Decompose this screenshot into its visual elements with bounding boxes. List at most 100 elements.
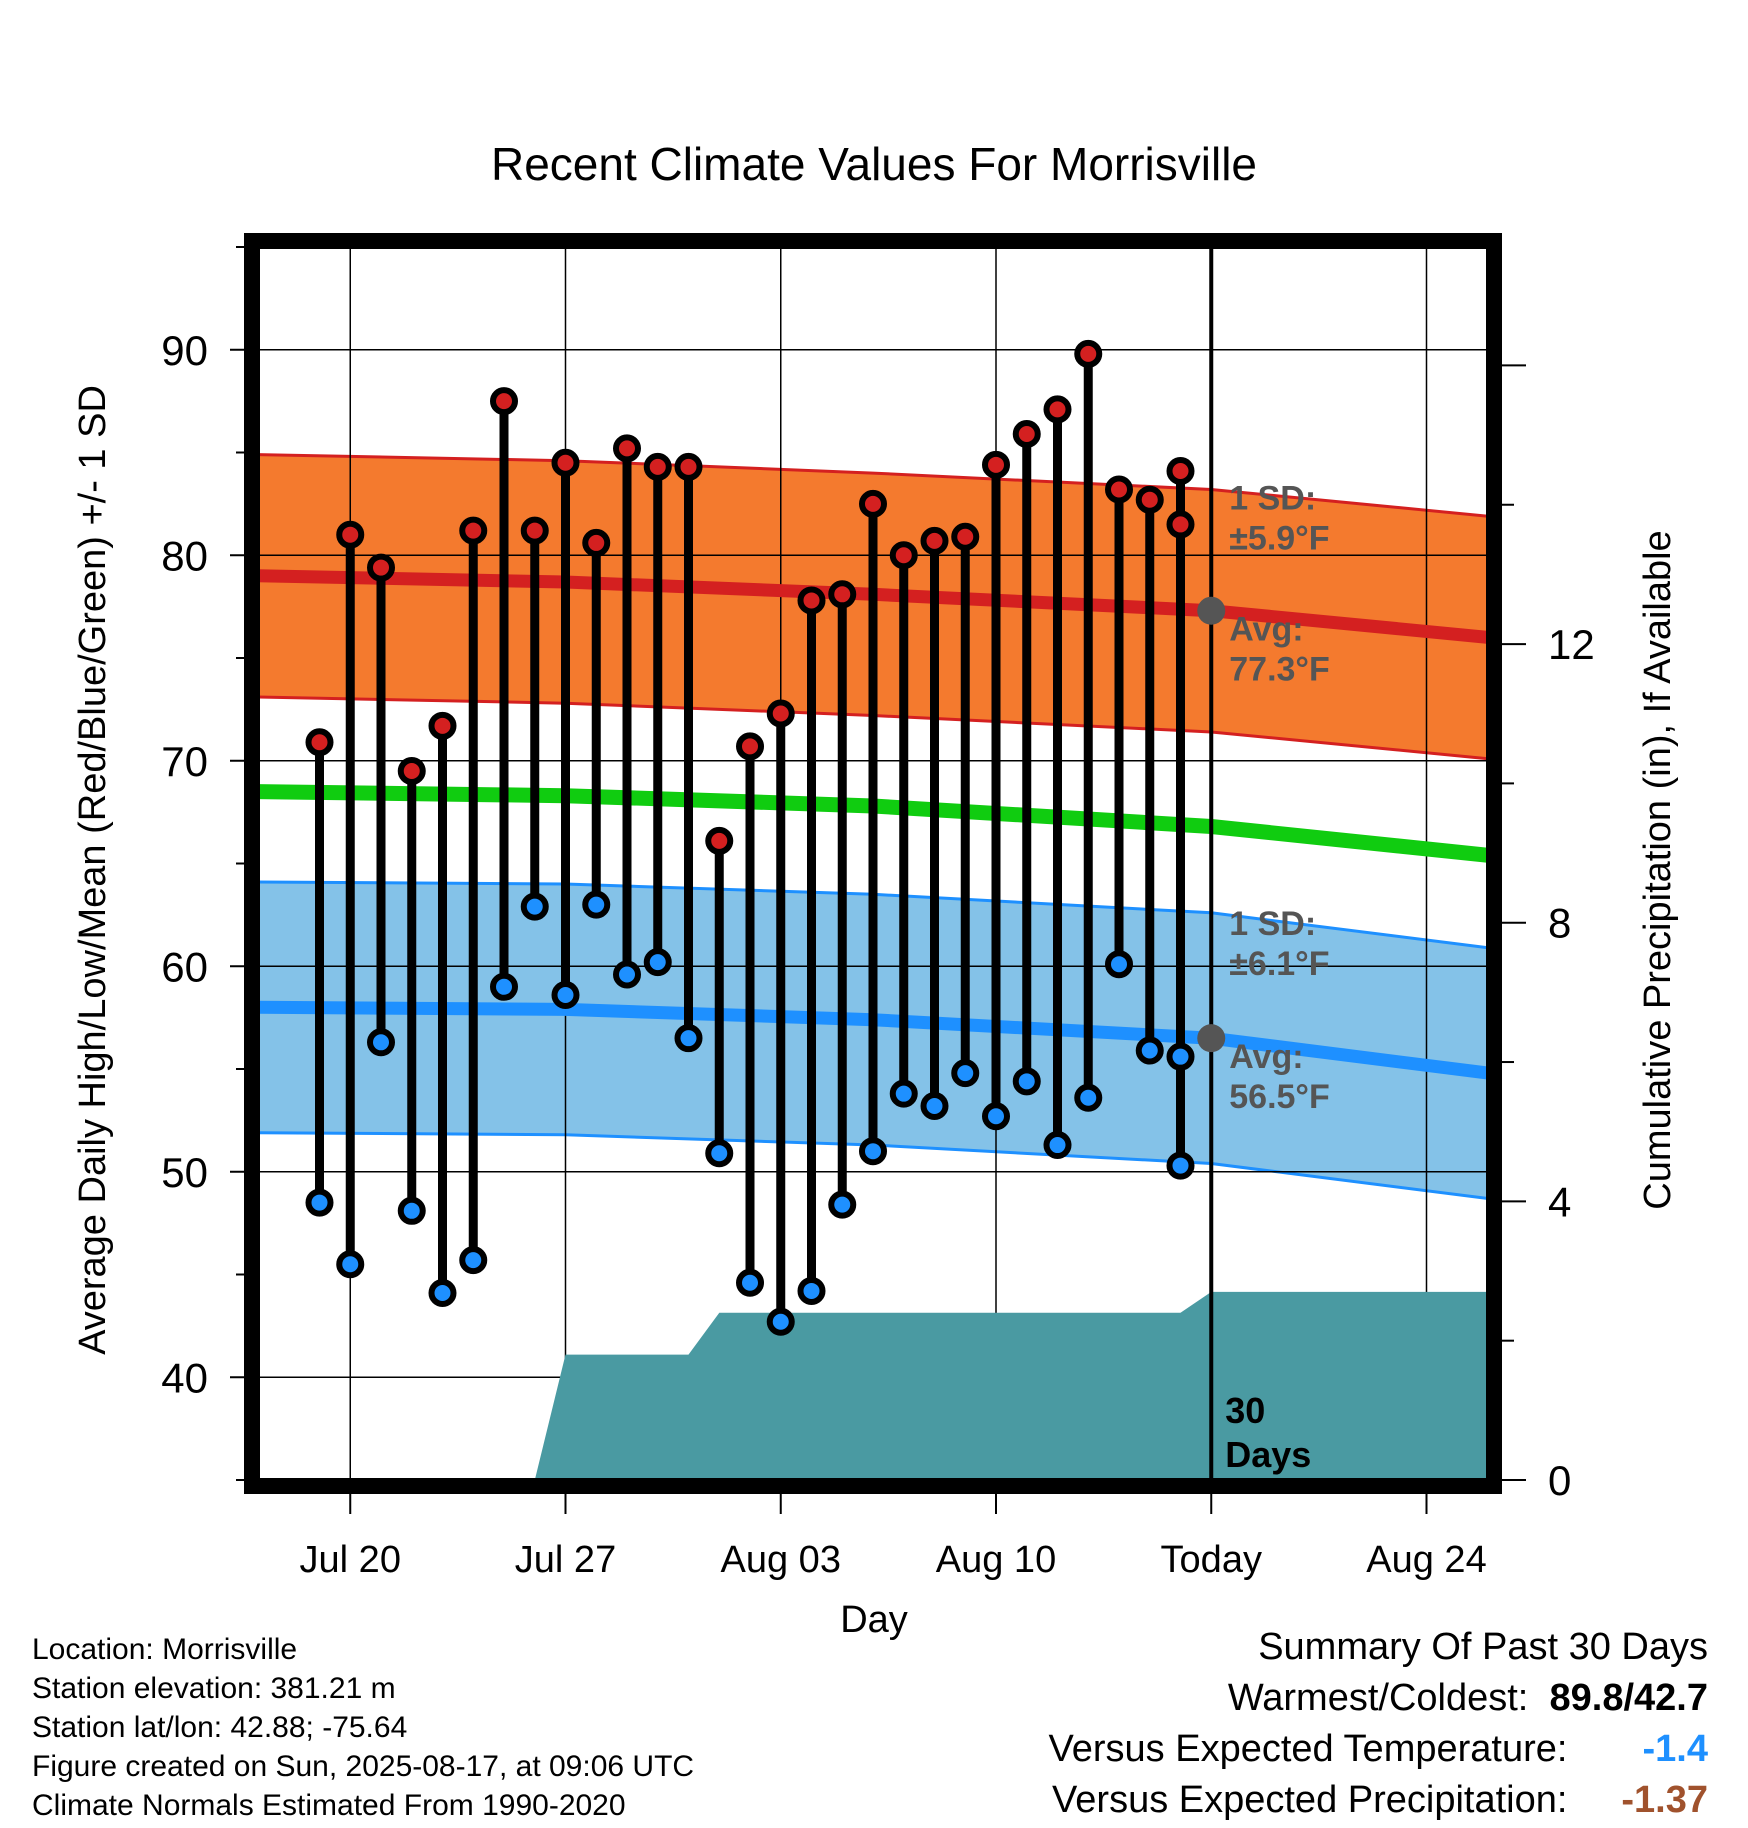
high-point xyxy=(613,434,641,463)
y-axis-left-label: Average Daily High/Low/Mean (Red/Blue/Gr… xyxy=(72,385,114,1355)
location-text: Location: Morrisville xyxy=(32,1633,298,1666)
high-point xyxy=(1074,339,1103,368)
high-point xyxy=(305,728,334,757)
y-axis-right-label: Cumulative Precipitation (in), If Availa… xyxy=(1637,530,1679,1209)
high-point xyxy=(397,757,426,786)
today-low-average-marker xyxy=(1197,1024,1226,1053)
low-point xyxy=(1166,1151,1195,1180)
high-point xyxy=(1043,395,1072,424)
summary-title: Summary Of Past 30 Days xyxy=(1258,1626,1708,1668)
high-point xyxy=(797,586,826,615)
precip-area xyxy=(534,1291,1488,1480)
precip-anomaly-label: Versus Expected Precipitation: xyxy=(1052,1779,1568,1821)
low-point xyxy=(643,948,672,977)
low-point xyxy=(551,981,580,1010)
low-point xyxy=(1166,1042,1195,1071)
high-point xyxy=(1166,456,1195,485)
low-point xyxy=(889,1079,918,1108)
x-axis-label: Day xyxy=(840,1599,908,1641)
high-point xyxy=(336,520,365,549)
y-tick-label-right: 12 xyxy=(1548,621,1595,668)
coldest-value: 42.7 xyxy=(1634,1677,1708,1719)
x-tick-label: Aug 10 xyxy=(936,1539,1056,1581)
temp-anomaly-value: -1.4 xyxy=(1642,1728,1708,1770)
y-tick-label-left: 90 xyxy=(161,327,208,374)
high-sd-annotation: 1 SD: xyxy=(1229,479,1316,517)
high-point xyxy=(859,489,887,518)
precip-anomaly-value: -1.37 xyxy=(1621,1779,1708,1821)
low-point xyxy=(1135,1036,1164,1065)
normals-text: Climate Normals Estimated From 1990-2020 xyxy=(32,1789,626,1822)
low-avg-annotation: Avg: xyxy=(1229,1038,1303,1076)
low-point xyxy=(367,1028,395,1057)
precip-anomaly-row: Versus Expected Precipitation: -1.37 xyxy=(1049,1775,1708,1826)
high-point xyxy=(951,522,980,551)
high-avg-annotation: Avg: xyxy=(1229,611,1303,649)
low-avg-value-annotation: 56.5°F xyxy=(1229,1078,1330,1116)
low-sd-value-annotation: ±6.1°F xyxy=(1229,945,1329,983)
low-point xyxy=(459,1246,488,1275)
high-point xyxy=(920,526,949,555)
high-point xyxy=(766,699,795,728)
low-sd-annotation: 1 SD: xyxy=(1229,905,1316,943)
high-point xyxy=(828,580,857,609)
elevation-text: Station elevation: 381.21 m xyxy=(32,1672,396,1705)
y-tick-label-left: 60 xyxy=(161,943,208,990)
low-point xyxy=(828,1190,857,1219)
high-point xyxy=(428,711,457,740)
low-point xyxy=(674,1024,703,1053)
low-point xyxy=(520,892,549,921)
low-point xyxy=(397,1196,426,1225)
station-info: Location: Morrisville Station elevation:… xyxy=(32,1630,694,1825)
low-point xyxy=(582,890,611,919)
plot-area xyxy=(258,247,1488,1480)
low-point xyxy=(859,1137,887,1166)
high-point xyxy=(1166,510,1195,539)
low-point xyxy=(766,1307,795,1336)
high-point xyxy=(643,452,672,481)
high-point xyxy=(736,732,764,761)
high-point xyxy=(889,541,918,570)
low-point xyxy=(1043,1131,1072,1160)
low-point xyxy=(613,960,641,989)
high-sd-value-annotation: ±5.9°F xyxy=(1229,519,1329,557)
low-point xyxy=(920,1091,949,1120)
plot-frame xyxy=(244,233,1502,1494)
low-point xyxy=(1012,1067,1041,1096)
warm-cold-row: Warmest/Coldest: 89.8/42.7 xyxy=(1049,1673,1708,1724)
days-annotation-word: Days xyxy=(1225,1434,1311,1475)
low-point xyxy=(428,1278,457,1307)
summary-panel: Summary Of Past 30 Days Warmest/Coldest:… xyxy=(1049,1622,1708,1826)
x-tick-label: Aug 03 xyxy=(721,1539,841,1581)
high-point xyxy=(582,528,611,557)
warm-cold-slash: / xyxy=(1623,1677,1635,1719)
warmest-value: 89.8 xyxy=(1549,1677,1624,1719)
x-tick-label: Jul 20 xyxy=(300,1539,401,1581)
x-tick-label: Today xyxy=(1161,1539,1262,1581)
low-point xyxy=(490,972,518,1001)
x-tick-label: Aug 24 xyxy=(1366,1539,1486,1581)
y-tick-label-left: 40 xyxy=(161,1354,208,1401)
created-text: Figure created on Sun, 2025-08-17, at 09… xyxy=(32,1750,695,1783)
high-point xyxy=(1135,485,1164,514)
low-point xyxy=(305,1188,334,1217)
high-point xyxy=(459,516,488,545)
high-sd-upper-edge xyxy=(258,453,1488,518)
low-point xyxy=(736,1268,764,1297)
high-point xyxy=(551,448,580,477)
high-point xyxy=(490,387,518,416)
low-point xyxy=(705,1139,734,1168)
today-high-average-marker xyxy=(1197,596,1226,625)
low-point xyxy=(1074,1083,1103,1112)
low-point xyxy=(951,1059,980,1088)
high-point xyxy=(520,516,549,545)
days-annotation-number: 30 xyxy=(1225,1390,1265,1431)
y-tick-label-right: 8 xyxy=(1548,900,1571,947)
low-point xyxy=(982,1102,1010,1131)
high-point xyxy=(705,826,734,855)
low-point xyxy=(797,1276,826,1305)
high-point xyxy=(1105,475,1133,504)
y-tick-label-right: 0 xyxy=(1548,1457,1571,1504)
y-tick-label-left: 80 xyxy=(161,532,208,579)
